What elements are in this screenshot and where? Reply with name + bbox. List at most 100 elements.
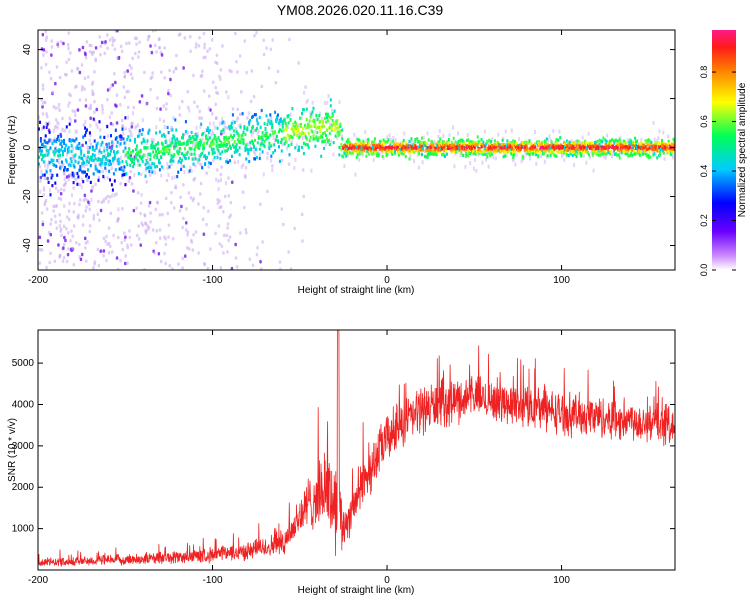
band-mark [106,144,109,149]
band-mark [261,150,264,154]
noise-mark [301,239,304,243]
band-mark [512,155,515,159]
band-mark [372,145,374,149]
band-halo-mark [287,125,290,130]
noise-mark [231,180,234,184]
band-mark [40,158,43,162]
band-halo-mark [144,153,147,158]
noise-mark [207,209,210,213]
band-mark [469,142,472,146]
noise-mark [106,176,109,180]
band-mark [88,157,91,161]
band-mark [158,161,161,165]
band-halo-mark [481,160,484,165]
noise-mark [76,108,80,112]
noise-mark [128,176,132,180]
noise-mark [280,207,283,211]
noise-mark [72,263,75,267]
band-mark [616,139,619,143]
noise-mark [164,237,167,241]
band-mark [499,149,502,153]
noise-mark [98,128,102,132]
noise-mark [78,242,81,247]
noise-mark [157,252,161,256]
noise-mark [62,242,66,247]
band-mark [63,168,65,172]
noise-mark [59,229,62,233]
noise-mark [208,47,212,51]
noise-mark [216,201,220,205]
noise-mark [151,228,155,232]
band-mark [496,140,499,144]
band-mark [254,128,257,132]
band-halo-mark [293,166,296,171]
band-mark [219,157,222,161]
noise-mark [143,70,146,75]
band-mark [617,143,620,147]
band-mark [86,128,88,132]
noise-mark [97,175,101,180]
band-halo-mark [253,150,255,155]
noise-mark [67,231,70,235]
band-mark [63,138,65,143]
band-halo-mark [657,136,660,141]
band-mark [260,141,263,145]
noise-mark [132,208,136,213]
band-halo-mark [171,176,174,181]
band-mark [164,145,167,149]
band-mark [261,137,264,142]
band-mark [155,143,158,147]
band-mark [452,148,455,152]
band-mark [661,147,664,151]
band-mark [421,136,423,140]
noise-mark [137,55,140,59]
band-mark [302,108,305,112]
noise-mark [214,85,217,90]
band-mark [285,124,288,128]
band-mark [206,126,209,130]
band-mark [147,131,150,135]
band-halo-mark [442,133,445,138]
band-mark [87,155,89,159]
band-halo-mark [93,155,95,160]
band-mark [73,165,76,169]
band-mark [137,150,140,154]
band-mark [41,153,44,157]
noise-mark [216,61,219,65]
noise-mark [181,225,184,230]
noise-mark [253,34,256,38]
band-mark [466,145,469,150]
noise-mark [46,114,49,119]
band-halo-mark [332,152,335,157]
band-mark [319,129,322,133]
band-mark [295,130,298,134]
noise-mark [150,50,154,55]
band-mark [101,161,104,165]
band-mark [165,149,168,153]
band-mark [222,143,225,147]
band-mark [185,152,188,156]
band-mark [246,126,249,130]
band-mark [60,142,63,146]
band-mark [441,146,444,150]
band-mark [605,152,608,156]
noise-mark [186,230,190,234]
band-halo-mark [67,103,70,108]
band-halo-mark [68,129,71,134]
band-mark [382,138,385,142]
band-mark [141,128,144,132]
noise-mark [119,44,123,49]
band-mark [74,159,77,163]
band-mark [549,153,552,157]
band-mark [271,122,274,126]
noise-mark [149,44,152,48]
band-mark [583,146,586,150]
snr-y-axis-label: SNR (10 * v/v) [7,418,18,482]
band-halo-mark [44,163,47,168]
noise-mark [167,88,170,93]
noise-mark [190,238,193,243]
noise-mark [41,87,45,91]
noise-mark [55,226,59,230]
noise-mark [193,100,196,104]
band-mark [143,139,146,143]
